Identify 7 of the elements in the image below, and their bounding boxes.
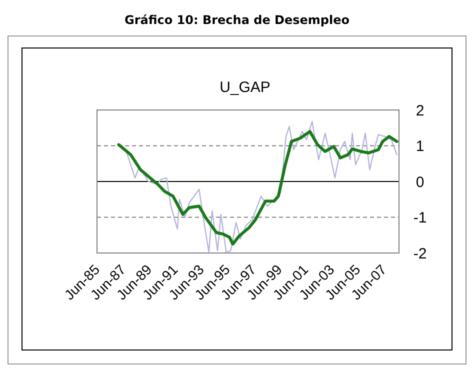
y-tick-label: -1	[413, 210, 427, 226]
y-tick-label: -2	[413, 245, 427, 262]
y-tick-label: 2	[416, 102, 424, 120]
chart-subtitle: U_GAP	[220, 79, 270, 96]
y-tick-label: 0	[416, 174, 424, 191]
chart-title: Gráfico 10: Brecha de Desempleo	[124, 13, 350, 27]
y-tick-label: 1	[416, 138, 424, 155]
